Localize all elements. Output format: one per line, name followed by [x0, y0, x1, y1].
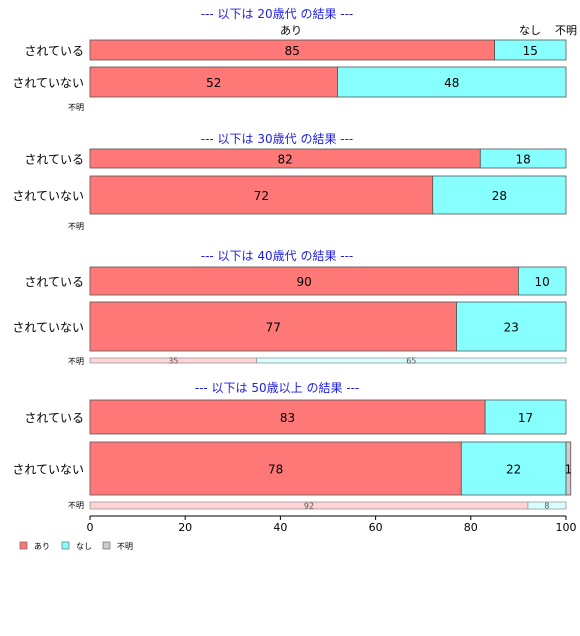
row-label: 不明: [68, 357, 84, 366]
data-label: 28: [492, 189, 507, 203]
data-label: 65: [406, 357, 416, 366]
legend-label: 不明: [117, 542, 133, 551]
header-label-nashi: なし: [519, 24, 541, 37]
panel-title: --- 以下は 30歳代 の結果 ---: [201, 132, 354, 146]
x-tick-label: 20: [178, 521, 192, 534]
row-label: されている: [24, 275, 84, 289]
bar-segment: [484, 399, 567, 435]
data-label: 8: [544, 502, 549, 511]
data-label: 52: [206, 76, 221, 90]
legend-swatch: [61, 541, 70, 550]
row-label: されている: [24, 411, 84, 425]
x-tick-label: 80: [464, 521, 478, 534]
bar-segment: [527, 501, 567, 510]
data-label: 90: [297, 275, 312, 289]
legend-label: なし: [76, 542, 92, 551]
bar-segment: [89, 266, 519, 296]
data-label: 17: [518, 411, 533, 425]
bar-segment: [456, 301, 567, 352]
row-label: されていない: [12, 76, 84, 90]
bar-segment: [460, 441, 567, 496]
row-label: されていない: [12, 321, 84, 335]
x-tick-label: 60: [369, 521, 383, 534]
x-tick-label: 100: [556, 521, 577, 534]
row-label: 不明: [68, 103, 84, 112]
data-label: 1: [565, 463, 573, 477]
legend-label: あり: [34, 542, 50, 551]
data-label: 77: [266, 321, 281, 335]
data-label: 83: [280, 411, 295, 425]
bar-segment: [89, 441, 462, 496]
bar-segment: [337, 66, 567, 98]
row-label: されていない: [12, 463, 84, 477]
x-tick-label: 0: [87, 521, 94, 534]
bar-segment: [494, 39, 567, 61]
data-label: 78: [268, 463, 283, 477]
data-label: 23: [504, 321, 519, 335]
bar-segment: [89, 399, 486, 435]
data-label: 15: [523, 44, 538, 58]
bar-segment: [89, 301, 457, 352]
data-label: 82: [278, 153, 293, 167]
panel-title: --- 以下は 40歳代 の結果 ---: [201, 249, 354, 263]
legend-swatch: [102, 541, 111, 550]
bar-segment: [256, 357, 567, 364]
bar-segment: [89, 66, 338, 98]
data-label: 35: [168, 357, 178, 366]
data-label: 22: [506, 463, 521, 477]
row-label: 不明: [68, 222, 84, 231]
panel-title: --- 以下は 50歳以上 の結果 ---: [195, 381, 360, 395]
row-label: されていない: [12, 189, 84, 203]
header-label-fumei: 不明: [555, 24, 577, 37]
legend-swatch: [19, 541, 28, 550]
data-label: 92: [304, 502, 314, 511]
bar-segment: [565, 441, 572, 496]
panel-title: --- 以下は 20歳代 の結果 ---: [201, 7, 354, 21]
data-label: 48: [444, 76, 459, 90]
row-label: 不明: [68, 501, 84, 510]
bar-segment: [89, 175, 434, 215]
bar-segment: [479, 148, 567, 169]
row-label: されている: [24, 44, 84, 58]
bar-segment: [518, 266, 567, 296]
x-tick-label: 40: [273, 521, 287, 534]
data-label: 10: [535, 275, 550, 289]
data-label: 72: [254, 189, 269, 203]
bar-segment: [432, 175, 567, 215]
data-label: 85: [285, 44, 300, 58]
header-label-ari: あり: [280, 24, 302, 37]
data-label: 18: [516, 153, 531, 167]
row-label: されている: [24, 153, 84, 167]
